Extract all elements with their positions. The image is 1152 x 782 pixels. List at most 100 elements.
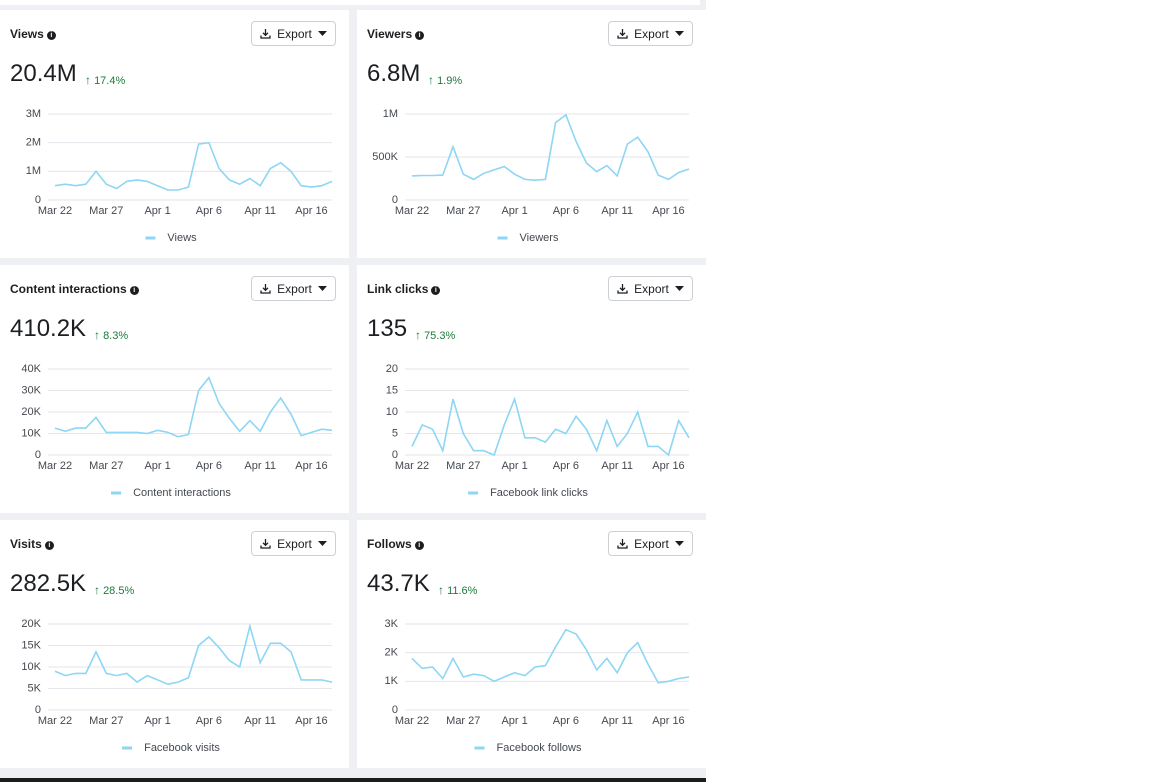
x-tick-label: Mar 22 [38, 205, 72, 217]
y-tick-label: 20 [386, 363, 398, 375]
title-text: Views [10, 27, 44, 41]
line-chart: 0 10K 20K 30K 40K Mar 22 Mar 27 Apr 1 Apr 6 Apr 1… [21, 363, 333, 499]
x-tick-label: Apr 6 [553, 715, 579, 727]
y-tick-label: 2K [385, 647, 399, 659]
card-title: Follows i [367, 537, 424, 551]
title-text: Content interactions [10, 282, 127, 296]
metric-value: 6.8M [367, 60, 421, 87]
metric-change: ↑ 11.6% [438, 583, 478, 597]
data-line [54, 376, 333, 438]
card-title: Link clicks i [367, 282, 441, 296]
y-tick-label: 5 [392, 427, 398, 439]
x-tick-label: Mar 22 [38, 460, 72, 472]
metric-card: Viewers i Export 6.8M ↑ 1.9% 0 500K 1M Mar 22 Mar… [357, 10, 706, 258]
dropdown-caret [317, 540, 327, 546]
metric-change: ↑ 28.5% [94, 583, 135, 597]
x-tick-label: Apr 11 [244, 715, 276, 727]
x-tick-label: Apr 16 [652, 715, 684, 727]
info-icon: i [414, 541, 424, 550]
change-text: 17.4% [94, 75, 126, 87]
y-tick-label: 0 [35, 704, 41, 716]
x-tick-label: Apr 6 [196, 205, 222, 217]
download-icon [617, 284, 628, 294]
x-tick-label: Mar 27 [446, 460, 480, 472]
export-button[interactable]: Export [608, 531, 693, 556]
y-tick-label: 0 [392, 704, 398, 716]
y-tick-label: 3K [385, 618, 399, 630]
dropdown-caret [674, 540, 684, 546]
y-tick-label: 5K [28, 682, 42, 694]
legend-label: Views [167, 232, 197, 244]
y-tick-label: 1M [26, 165, 41, 177]
change-text: 8.3% [103, 330, 129, 342]
y-tick-label: 10K [21, 661, 41, 673]
y-tick-label: 0 [392, 449, 398, 461]
x-tick-label: Apr 1 [144, 205, 170, 217]
card-title: Viewers i [367, 27, 425, 41]
metric-change: ↑ 75.3% [415, 328, 456, 342]
dropdown-caret [674, 285, 684, 291]
export-label: Export [277, 281, 312, 296]
x-tick-label: Apr 11 [244, 460, 276, 472]
x-tick-label: Apr 16 [295, 715, 327, 727]
x-tick-label: Apr 1 [144, 460, 170, 472]
metric-value: 282.5K [10, 570, 87, 597]
card-title: Views i [10, 27, 56, 41]
card-title: Visits i [10, 537, 54, 551]
x-tick-label: Apr 6 [196, 715, 222, 727]
export-button[interactable]: Export [251, 21, 336, 46]
export-button[interactable]: Export [608, 276, 693, 301]
dropdown-caret [674, 30, 684, 36]
dropdown-caret [317, 30, 327, 36]
x-tick-label: Apr 1 [144, 715, 170, 727]
change-text: 1.9% [437, 75, 463, 87]
metric-value: 410.2K [10, 315, 87, 342]
x-tick-label: Apr 6 [553, 460, 579, 472]
metric-card: Views i Export 20.4M ↑ 17.4% 0 1M 2M 3M Mar 22 Mar… [0, 10, 349, 258]
metric-value: 20.4M [10, 60, 77, 87]
change-text: 11.6% [447, 585, 478, 597]
export-label: Export [634, 536, 669, 551]
metric-card: Link clicks i Export 135 ↑ 75.3% 0 5 10 15 20 Mar … [357, 265, 706, 513]
data-line [411, 113, 690, 182]
y-tick-label: 500K [372, 151, 398, 163]
metric-card: Follows i Export 43.7K ↑ 11.6% 0 1K 2K 3K Mar 22 M… [357, 520, 706, 768]
x-tick-label: Mar 22 [395, 460, 429, 472]
x-tick-label: Apr 16 [295, 460, 327, 472]
x-tick-label: Mar 22 [395, 715, 429, 727]
metric-value: 43.7K [367, 570, 430, 597]
download-icon [260, 284, 271, 294]
title-text: Viewers [367, 27, 413, 41]
x-tick-label: Apr 6 [553, 205, 579, 217]
y-tick-label: 20K [21, 618, 41, 630]
export-label: Export [277, 26, 312, 41]
legend-label: Facebook follows [497, 742, 582, 754]
legend-label: Facebook visits [144, 742, 220, 754]
download-icon [617, 29, 628, 39]
data-line [54, 141, 333, 191]
metric-value: 135 [367, 315, 408, 342]
export-button[interactable]: Export [251, 531, 336, 556]
title-text: Visits [10, 537, 42, 551]
metric-change: ↑ 8.3% [94, 328, 129, 342]
y-tick-label: 0 [35, 449, 41, 461]
y-tick-label: 30K [21, 384, 41, 396]
x-tick-label: Mar 27 [89, 715, 123, 727]
x-tick-label: Mar 22 [395, 205, 429, 217]
info-icon: i [431, 286, 441, 295]
export-button[interactable]: Export [251, 276, 336, 301]
y-tick-label: 1M [383, 108, 398, 120]
x-tick-label: Mar 27 [89, 460, 123, 472]
x-tick-label: Apr 6 [196, 460, 222, 472]
export-label: Export [634, 26, 669, 41]
line-chart: 0 1K 2K 3K Mar 22 Mar 27 Apr 1 Apr 6 Apr 11 Apr 1… [385, 618, 690, 754]
export-button[interactable]: Export [608, 21, 693, 46]
line-chart: 0 1M 2M 3M Mar 22 Mar 27 Apr 1 Apr 6 Apr 11 Apr 1… [26, 108, 333, 244]
x-tick-label: Apr 1 [501, 460, 527, 472]
x-tick-label: Apr 11 [601, 715, 633, 727]
y-tick-label: 40K [21, 363, 41, 375]
x-tick-label: Apr 16 [652, 205, 684, 217]
dashboard: Views i Export 20.4M ↑ 17.4% 0 1M 2M 3M Mar 22 Mar… [0, 0, 706, 778]
change-text: 28.5% [103, 585, 135, 597]
x-tick-label: Mar 22 [38, 715, 72, 727]
